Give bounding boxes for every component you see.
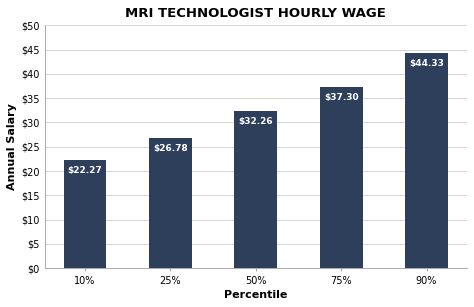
Bar <box>235 111 277 268</box>
Text: $32.26: $32.26 <box>238 117 273 126</box>
Bar <box>64 160 107 268</box>
Bar <box>405 53 448 268</box>
Text: $44.33: $44.33 <box>409 59 444 68</box>
Y-axis label: Annual Salary: Annual Salary <box>7 103 17 190</box>
Text: $37.30: $37.30 <box>324 93 358 102</box>
Bar <box>149 138 192 268</box>
Bar <box>320 87 363 268</box>
X-axis label: Percentile: Percentile <box>224 290 288 300</box>
Title: MRI TECHNOLOGIST HOURLY WAGE: MRI TECHNOLOGIST HOURLY WAGE <box>126 7 386 20</box>
Text: $26.78: $26.78 <box>153 144 188 153</box>
Text: $22.27: $22.27 <box>68 166 102 175</box>
